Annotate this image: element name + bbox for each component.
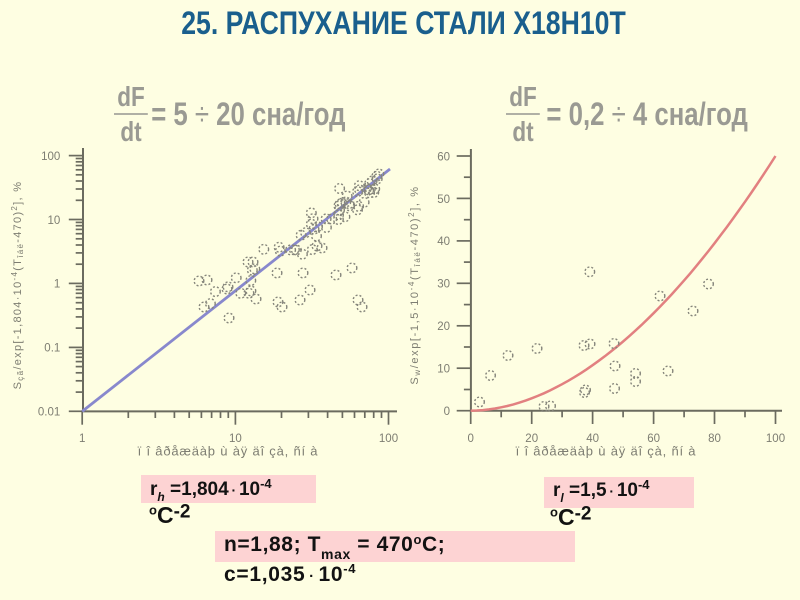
svg-text:30: 30 (437, 279, 450, 291)
svg-text:100: 100 (41, 151, 60, 163)
svg-text:ï î âðåæäàþ ù àÿ äî çà, ñí à: ï î âðåæäàþ ù àÿ äî çà, ñí à (516, 444, 697, 459)
svg-text:Sçã/exp[-1,804·10-4(Tîáë-470)2: Sçã/exp[-1,804·10-4(Tîáë-470)2], % (10, 181, 25, 390)
svg-text:60: 60 (647, 433, 660, 445)
svg-text:60: 60 (437, 151, 450, 163)
svg-text:Sw/exp[-1,5·10-4(Tîáë-470)2],: Sw/exp[-1,5·10-4(Tîáë-470)2], % (407, 185, 422, 384)
svg-text:1: 1 (54, 279, 60, 291)
svg-text:10: 10 (229, 433, 242, 445)
svg-text:20: 20 (437, 321, 450, 333)
svg-text:0.1: 0.1 (44, 343, 60, 355)
svg-text:10: 10 (437, 364, 450, 376)
svg-text:ï î âðåæäàþ ù àÿ äî çà, ñí à: ï î âðåæäàþ ù àÿ äî çà, ñí à (138, 444, 319, 459)
svg-text:80: 80 (708, 433, 721, 445)
svg-text:0: 0 (467, 433, 473, 445)
svg-text:0.01: 0.01 (38, 407, 60, 419)
svg-text:20: 20 (525, 433, 538, 445)
svg-text:10: 10 (48, 215, 61, 227)
svg-text:1: 1 (79, 433, 85, 445)
svg-text:0: 0 (444, 406, 450, 418)
svg-text:40: 40 (437, 236, 450, 248)
svg-text:40: 40 (586, 433, 599, 445)
svg-text:100: 100 (766, 433, 785, 445)
svg-text:50: 50 (437, 194, 450, 206)
svg-text:100: 100 (379, 433, 398, 445)
